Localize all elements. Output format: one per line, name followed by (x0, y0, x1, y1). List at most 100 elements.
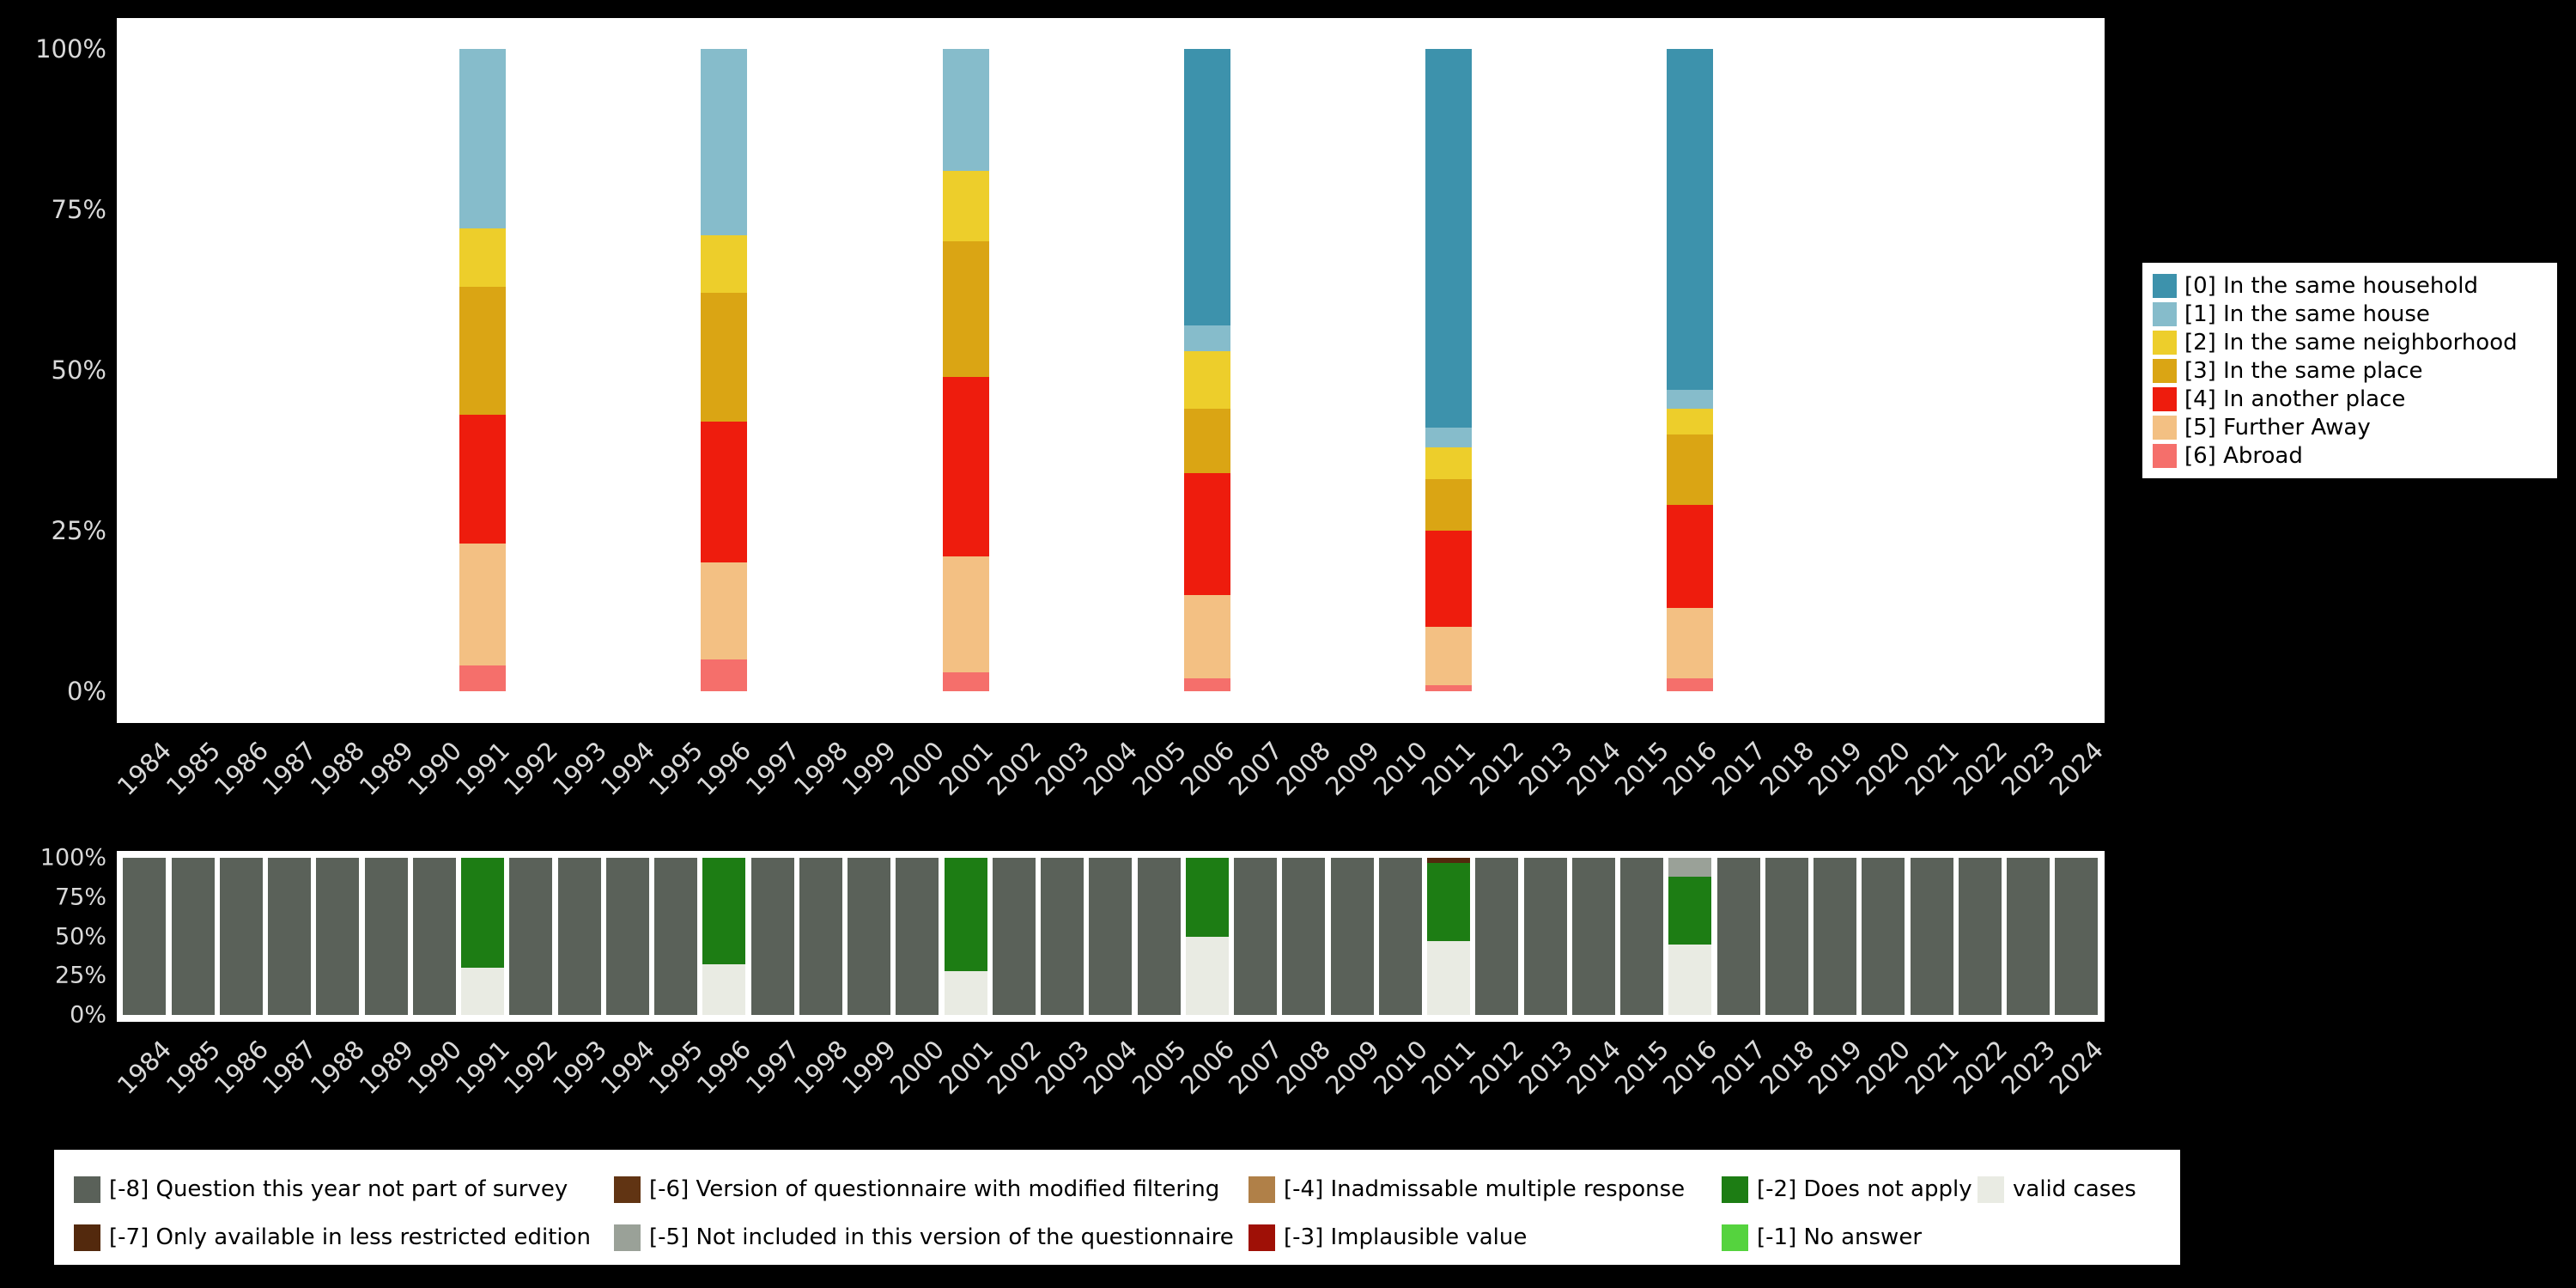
bar-2009 (1330, 858, 1374, 1015)
segment-5 (1425, 627, 1473, 685)
x-tick-label: 1992 (498, 1034, 564, 1101)
segment--2 (461, 858, 505, 969)
x-tick-label: 2019 (1802, 735, 1868, 802)
segment--8 (509, 858, 553, 1015)
segment--8 (750, 858, 794, 1015)
bar-2013 (1523, 858, 1567, 1015)
x-tick-label: 2024 (2044, 1034, 2110, 1101)
segment-2 (1425, 447, 1473, 480)
segment-6 (1425, 684, 1473, 691)
segment--8 (1282, 858, 1326, 1015)
x-tick-label: 2019 (1802, 1034, 1868, 1101)
legend-label: [4] In another place (2184, 386, 2406, 412)
x-tick-label: 2004 (1078, 735, 1144, 802)
legend-swatch-5 (2153, 415, 2177, 440)
x-tick-label: 2002 (981, 735, 1048, 802)
legend-item: [-8] Question this year not part of surv… (74, 1172, 568, 1206)
legend-swatch-m5 (614, 1224, 641, 1251)
segment--8 (1765, 858, 1808, 1015)
segment--2 (1185, 858, 1229, 937)
x-tick-label: 1991 (450, 735, 516, 802)
segment--8 (1089, 858, 1133, 1015)
x-tick-label: 1984 (112, 735, 178, 802)
bar-2019 (1814, 858, 1857, 1015)
bar-2018 (1765, 858, 1808, 1015)
segment-5 (1667, 607, 1714, 679)
bar-2015 (1620, 858, 1664, 1015)
segment--8 (848, 858, 891, 1015)
x-tick-label: 1999 (836, 735, 902, 802)
bar-2020 (1862, 858, 1905, 1015)
x-tick-label: 2003 (1030, 735, 1096, 802)
x-tick-label: 1997 (739, 735, 805, 802)
segment--8 (1814, 858, 1857, 1015)
segment--8 (896, 858, 939, 1015)
x-tick-label: 1995 (643, 1034, 709, 1101)
bar-2021 (1910, 858, 1953, 1015)
segment--8 (268, 858, 312, 1015)
x-tick-label: 2021 (1899, 1034, 1965, 1101)
bar-1987 (268, 858, 312, 1015)
y-tick-label: 75% (51, 195, 106, 224)
bar-1991 (459, 49, 507, 691)
x-tick-label: 1985 (160, 735, 226, 802)
x-tick-label: 2010 (1367, 1034, 1434, 1101)
x-tick-label: 2001 (933, 735, 999, 802)
x-tick-label: 1993 (546, 735, 612, 802)
x-tick-label: 2024 (2044, 735, 2110, 802)
legend-item: [-1] No answer (1722, 1220, 1922, 1255)
x-tick-label: 2010 (1367, 735, 1434, 802)
x-tick-label: 2007 (1223, 735, 1289, 802)
segment-6 (1183, 678, 1230, 691)
segment-4 (942, 376, 989, 556)
legend-swatch-6 (2153, 443, 2177, 468)
x-tick-label: 2018 (1753, 735, 1820, 802)
x-tick-label: 1989 (353, 735, 419, 802)
x-tick-label: 2011 (1416, 735, 1482, 802)
x-tick-label: 1994 (594, 1034, 661, 1101)
segment-6 (701, 659, 748, 691)
bar-2006 (1183, 49, 1230, 691)
y-tick-label: 50% (51, 355, 106, 385)
x-tick-label: 1987 (257, 1034, 323, 1101)
legend-swatch-3 (2153, 358, 2177, 383)
segment-6 (459, 665, 507, 691)
bar-2007 (1234, 858, 1278, 1015)
legend-item: [3] In the same place (2153, 358, 2547, 384)
segment--7 (1427, 858, 1471, 863)
legend-values: [0] In the same household [1] In the sam… (2142, 263, 2557, 478)
x-tick-label: 2003 (1030, 1034, 1096, 1101)
segment-0 (1183, 49, 1230, 325)
bar-2017 (1716, 858, 1760, 1015)
x-tick-label: 1990 (401, 735, 468, 802)
segment-valid (1668, 944, 1712, 1015)
x-tick-label: 2021 (1899, 735, 1965, 802)
x-tick-label: 1987 (257, 735, 323, 802)
legend-label: [0] In the same household (2184, 272, 2479, 299)
x-tick-label: 2013 (1512, 735, 1578, 802)
x-tick-label: 1999 (836, 1034, 902, 1101)
x-tick-label: 2005 (1126, 735, 1192, 802)
bar-2011 (1425, 49, 1473, 691)
bar-1993 (557, 858, 601, 1015)
legend-item: [5] Further Away (2153, 415, 2547, 440)
legend-item: [4] In another place (2153, 386, 2547, 412)
x-tick-label: 1988 (305, 1034, 371, 1101)
legend-label: [-3] Implausible value (1284, 1224, 1528, 1250)
segment-1 (1667, 389, 1714, 409)
segment--8 (1620, 858, 1664, 1015)
bar-2012 (1475, 858, 1519, 1015)
segment--8 (219, 858, 263, 1015)
segment-valid (944, 970, 987, 1015)
legend-swatch-m1 (1722, 1224, 1748, 1251)
segment--5 (1668, 858, 1712, 877)
legend-label: [5] Further Away (2184, 414, 2371, 440)
segment--8 (1137, 858, 1181, 1015)
legend-missings: [-8] Question this year not part of surv… (54, 1150, 2180, 1265)
legend-item: [0] In the same household (2153, 273, 2547, 299)
legend-item: [-7] Only available in less restricted e… (74, 1220, 591, 1255)
legend-swatch-m2 (1722, 1176, 1748, 1203)
segment-1 (1183, 325, 1230, 351)
legend-label: [1] In the same house (2184, 301, 2430, 327)
